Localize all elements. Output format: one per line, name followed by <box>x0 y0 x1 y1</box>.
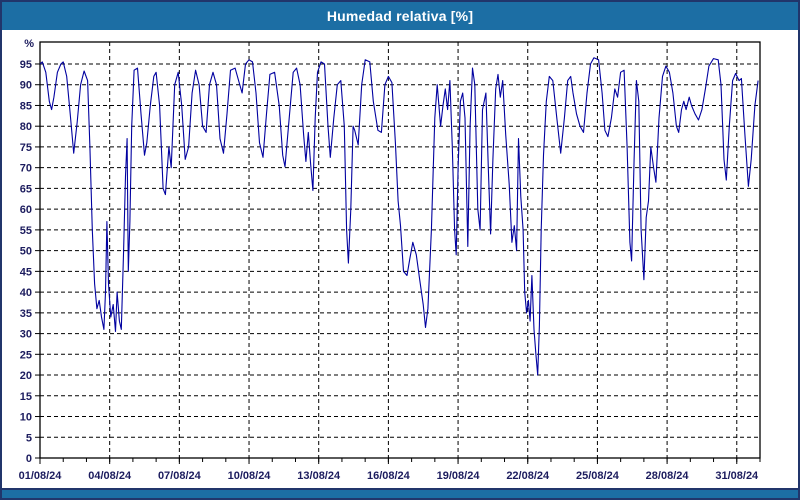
y-tick-label: 10 <box>20 412 32 424</box>
y-tick-label: 35 <box>20 308 32 320</box>
y-tick-label: 45 <box>20 266 32 278</box>
x-tick-label: 19/08/24 <box>437 470 481 482</box>
y-axis-unit-label: % <box>24 38 34 50</box>
x-tick-label: 22/08/24 <box>506 470 550 482</box>
chart-title: Humedad relativa [%] <box>326 8 474 24</box>
y-tick-label: 5 <box>26 432 32 444</box>
x-tick-label: 10/08/24 <box>228 470 272 482</box>
title-bar: Humedad relativa [%] <box>2 2 798 30</box>
humidity-line <box>39 57 759 376</box>
y-tick-label: 30 <box>20 329 32 341</box>
y-tick-label: 50 <box>20 246 32 258</box>
chart-area: 0 5 10 15 20 25 30 35 40 45 50 55 60 65 70 75 80 85 90 95% 0… <box>2 30 798 490</box>
y-tick-label: 15 <box>20 391 32 403</box>
x-tick-label: 31/08/24 <box>715 470 759 482</box>
y-tick-label: 60 <box>20 204 32 216</box>
x-tick-label: 28/08/24 <box>646 470 690 482</box>
y-tick-label: 85 <box>20 100 32 112</box>
plot-svg: 0 5 10 15 20 25 30 35 40 45 50 55 60 65 70 75 80 85 90 95% 0… <box>19 38 761 482</box>
y-tick-label: 25 <box>20 349 32 361</box>
y-tick-label: 40 <box>20 287 32 299</box>
bottom-bar <box>2 488 798 498</box>
y-tick-label: 80 <box>20 121 32 133</box>
y-tick-label: 90 <box>20 80 32 92</box>
x-tick-label: 13/08/24 <box>297 470 341 482</box>
x-tick-label: 07/08/24 <box>158 470 202 482</box>
y-tick-label: 55 <box>20 225 32 237</box>
y-tick-label: 95 <box>20 59 32 71</box>
plot-frame <box>39 41 761 459</box>
y-tick-label: 20 <box>20 370 32 382</box>
x-tick-label: 16/08/24 <box>367 470 411 482</box>
y-tick-label: 70 <box>20 163 32 175</box>
x-tick-label: 25/08/24 <box>576 470 620 482</box>
x-tick-label: 04/08/24 <box>88 470 132 482</box>
y-tick-label: 65 <box>20 183 32 195</box>
x-tick-label: 01/08/24 <box>19 470 63 482</box>
y-tick-label: 75 <box>20 142 32 154</box>
y-tick-label: 0 <box>26 453 32 465</box>
